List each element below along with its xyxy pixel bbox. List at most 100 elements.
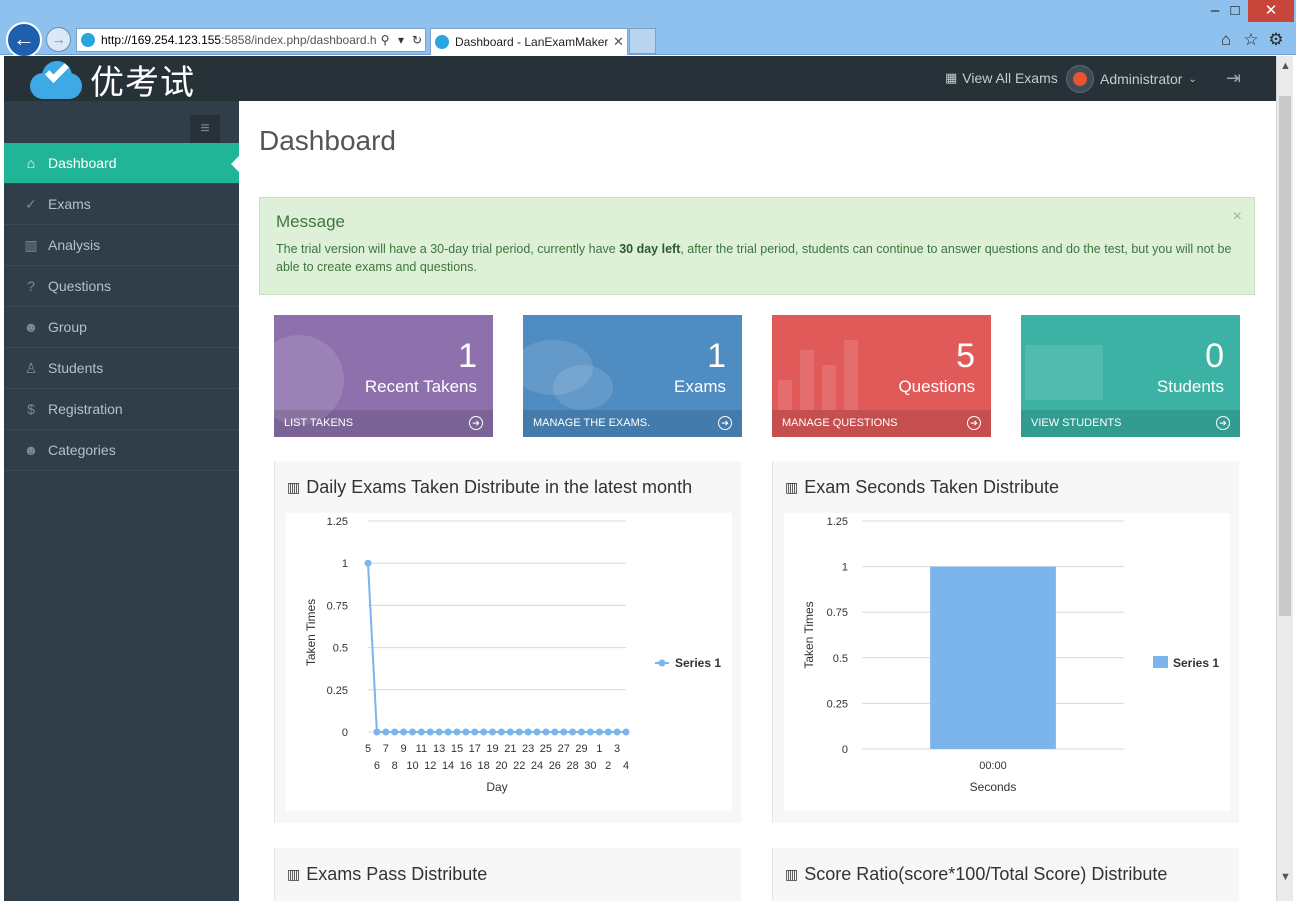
data-point	[417, 728, 425, 736]
daily-exams-panel: ▥ Daily Exams Taken Distribute in the la…	[274, 461, 741, 823]
data-point	[595, 728, 603, 736]
daily-exams-chart: 0 0.25 0.5 0.75 1 1.25 5 6 7 8 9 10 11 12 13 14 15 16 17 18…	[286, 513, 732, 811]
y-tick-label: 0.75	[327, 600, 348, 612]
score-ratio-panel-title: ▥ Score Ratio(score*100/Total Score) Dis…	[785, 864, 1167, 885]
sidebar-item-label: Registration	[48, 401, 123, 417]
y-tick-label: 0.75	[827, 607, 848, 619]
stat-tile-students[interactable]: 0 Students VIEW STUDENTS ➔	[1021, 315, 1240, 437]
x-tick-label: 9	[401, 743, 407, 755]
address-bar[interactable]: http://169.254.123.155:5858/index.php/da…	[76, 28, 426, 52]
dropdown-icon[interactable]: ▾	[397, 33, 405, 47]
y-tick-label: 1.25	[827, 516, 848, 528]
new-tab-button[interactable]	[629, 28, 656, 54]
sidebar-item-label: Categories	[48, 442, 116, 458]
arrow-right-circle-icon: ➔	[718, 416, 732, 430]
maximize-icon[interactable]: □	[1230, 2, 1240, 19]
alert-body: The trial version will have a 30-day tri…	[276, 240, 1238, 276]
data-point	[453, 728, 461, 736]
x-tick-label: 29	[575, 743, 587, 755]
data-point	[497, 728, 505, 736]
user-name: Administrator	[1100, 71, 1183, 87]
tile-link-label: MANAGE QUESTIONS	[782, 417, 898, 429]
x-tick-label: 28	[566, 760, 578, 772]
scroll-down-icon[interactable]: ▼	[1280, 871, 1291, 883]
sidebar-toggle-menu-icon[interactable]: ≡	[190, 115, 220, 143]
bar-chart-icon: ▥	[287, 479, 301, 495]
stat-tile-recent-takens[interactable]: 1 Recent Takens LIST TAKENS ➔	[274, 315, 493, 437]
scrollbar-thumb[interactable]	[1279, 96, 1291, 616]
tile-footer-link[interactable]: MANAGE QUESTIONS ➔	[772, 410, 991, 437]
data-point	[426, 728, 434, 736]
tile-label: Questions	[898, 377, 975, 396]
x-tick-label: 30	[584, 760, 596, 772]
data-point	[533, 728, 541, 736]
daily-exams-title-text: Daily Exams Taken Distribute in the late…	[306, 477, 693, 497]
tab-close-icon[interactable]: ✕	[613, 34, 624, 49]
seconds-taken-bar-chart: 0 0.25 0.5 0.75 1 1.25 00:00 Seconds Taken Times…	[802, 516, 1219, 794]
browser-titlebar: – □ ✕ ← → http://169.254.123.155:5858/in…	[0, 0, 1296, 58]
sidebar-item-registration[interactable]: $ Registration	[4, 389, 239, 430]
sidebar-item-students[interactable]: ♙ Students	[4, 348, 239, 389]
stat-tile-exams[interactable]: 1 Exams MANAGE THE EXAMS. ➔	[523, 315, 742, 437]
logout-icon[interactable]: ⇥	[1226, 68, 1242, 88]
exams-pass-panel-title: ▥ Exams Pass Distribute	[287, 864, 487, 885]
users-icon: ☻	[23, 442, 39, 458]
tile-footer-link[interactable]: LIST TAKENS ➔	[274, 410, 493, 437]
y-tick-label: 0	[842, 744, 848, 756]
sidebar-item-questions[interactable]: ? Questions	[4, 266, 239, 307]
data-point	[382, 728, 390, 736]
logo[interactable]: 优考试	[28, 58, 195, 103]
x-axis-label: Seconds	[970, 780, 1017, 794]
tile-footer-link[interactable]: VIEW STUDENTS ➔	[1021, 410, 1240, 437]
scroll-up-icon[interactable]: ▲	[1280, 60, 1291, 72]
address-url[interactable]: http://169.254.123.155:5858/index.php/da…	[101, 33, 377, 47]
search-icon[interactable]: ⚲	[380, 33, 390, 47]
x-tick-label: 25	[540, 743, 552, 755]
app: 优考试 ▦ View All Exams Administrator ⌄ ⇥ ≡…	[4, 56, 1276, 901]
user-icon: ♙	[24, 359, 38, 376]
y-tick-label: 1.25	[327, 516, 348, 528]
x-tick-label: 17	[469, 743, 481, 755]
view-all-exams-link[interactable]: ▦ View All Exams	[945, 70, 1058, 86]
sidebar-item-categories[interactable]: ☻ Categories	[4, 430, 239, 471]
url-host: http://169.254.123.155	[101, 33, 222, 47]
close-window-icon[interactable]: ✕	[1248, 0, 1294, 22]
x-tick-label: 7	[383, 743, 389, 755]
seconds-taken-chart: 0 0.25 0.5 0.75 1 1.25 00:00 Seconds Taken Times…	[784, 513, 1230, 811]
sidebar-item-dashboard[interactable]: ⌂ Dashboard	[4, 143, 240, 184]
data-point	[515, 728, 523, 736]
site-favicon-icon	[81, 33, 95, 47]
tile-footer-link[interactable]: MANAGE THE EXAMS. ➔	[523, 410, 742, 437]
x-tick-label: 4	[623, 760, 629, 772]
browser-tab[interactable]: Dashboard - LanExamMaker ✕	[430, 28, 628, 55]
alert-body-text: The trial version will have a 30-day tri…	[276, 242, 620, 256]
x-tick-label: 3	[614, 743, 620, 755]
user-menu[interactable]: Administrator ⌄	[1066, 65, 1197, 93]
forward-arrow-icon[interactable]: →	[46, 27, 71, 52]
trial-message-alert: Message The trial version will have a 30…	[259, 197, 1255, 295]
tile-link-label: MANAGE THE EXAMS.	[533, 417, 651, 429]
back-arrow-icon[interactable]: ←	[6, 22, 42, 58]
sidebar-item-label: Exams	[48, 196, 91, 212]
refresh-icon[interactable]: ↻	[411, 33, 423, 47]
x-tick-label: 13	[433, 743, 445, 755]
data-point	[586, 728, 594, 736]
x-tick-label: 21	[504, 743, 516, 755]
minimize-icon[interactable]: –	[1210, 2, 1220, 19]
home-icon[interactable]: ⌂	[1220, 30, 1232, 49]
favorites-star-icon[interactable]: ☆	[1243, 30, 1259, 49]
data-point	[524, 728, 532, 736]
sidebar-item-group[interactable]: ☻ Group	[4, 307, 239, 348]
dollar-icon: $	[27, 401, 35, 417]
sidebar-item-analysis[interactable]: ▥ Analysis	[4, 225, 239, 266]
alert-close-icon[interactable]: ×	[1232, 208, 1242, 225]
stat-tile-questions[interactable]: 5 Questions MANAGE QUESTIONS ➔	[772, 315, 991, 437]
settings-gear-icon[interactable]: ⚙	[1268, 30, 1284, 49]
data-point	[462, 728, 470, 736]
page-scrollbar[interactable]: ▲ ▼	[1276, 56, 1293, 901]
sidebar-item-exams[interactable]: ✓ Exams	[4, 184, 239, 225]
tile-value: 0	[1205, 337, 1224, 375]
x-tick-label: 19	[486, 743, 498, 755]
logo-text: 优考试	[90, 62, 195, 103]
daily-exams-panel-title: ▥ Daily Exams Taken Distribute in the la…	[287, 477, 692, 498]
